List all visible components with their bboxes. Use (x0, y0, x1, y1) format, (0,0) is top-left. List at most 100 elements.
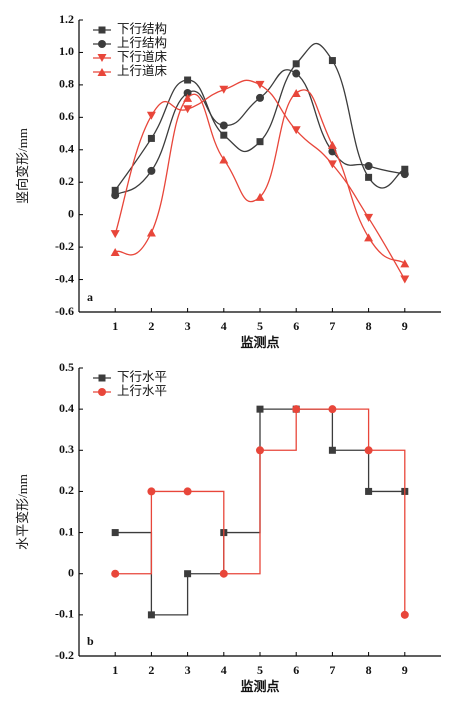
marker (400, 170, 409, 179)
y-axis-label: 水平变形/mm (15, 474, 30, 550)
x-tick-label: 2 (148, 319, 154, 333)
x-tick-label: 8 (366, 319, 372, 333)
marker (256, 138, 264, 146)
marker (110, 230, 120, 239)
marker (401, 165, 409, 173)
y-tick-label: 0.4 (59, 142, 74, 156)
marker (364, 233, 374, 242)
marker (146, 228, 156, 237)
marker (111, 569, 120, 578)
y-tick-label: 1.0 (59, 44, 74, 58)
marker (256, 446, 264, 455)
marker (184, 570, 192, 578)
y-tick-label: 0 (68, 206, 74, 220)
marker (364, 446, 373, 455)
marker (147, 487, 156, 496)
y-tick-label: 0 (68, 565, 74, 579)
marker (183, 487, 192, 496)
x-tick-label: 5 (257, 319, 263, 333)
legend-label: 上行水平 (117, 384, 167, 398)
marker (328, 57, 336, 65)
y-tick-label: 0.6 (59, 109, 74, 123)
legend-label: 下行道床 (117, 50, 168, 64)
marker (110, 247, 120, 256)
x-tick-label: 9 (402, 319, 408, 333)
marker (147, 166, 156, 175)
y-tick-label: 0.8 (59, 77, 74, 91)
marker (291, 126, 301, 135)
marker (255, 80, 265, 89)
marker (97, 68, 107, 76)
y-tick-label: -0.1 (55, 607, 74, 621)
marker (147, 611, 155, 619)
marker (219, 121, 228, 130)
marker (97, 54, 107, 62)
series-line (114, 42, 406, 191)
x-tick-label: 2 (148, 663, 154, 677)
legend-label: 下行结构 (117, 21, 167, 36)
x-tick-label: 3 (185, 319, 191, 333)
marker (292, 69, 301, 78)
marker (111, 191, 120, 200)
marker (111, 529, 119, 537)
x-tick-label: 1 (112, 663, 118, 677)
marker (365, 487, 373, 495)
x-axis-label: 监测点 (240, 679, 279, 694)
x-tick-label: 7 (329, 319, 335, 333)
y-tick-label: 0.2 (59, 174, 74, 188)
y-tick-label: -0.6 (55, 304, 74, 318)
marker (219, 569, 228, 578)
marker (364, 162, 373, 170)
marker (98, 26, 106, 34)
panel-label: a (87, 290, 93, 304)
x-tick-label: 3 (185, 663, 191, 677)
marker (292, 405, 301, 414)
x-tick-label: 4 (221, 663, 227, 677)
y-tick-label: -0.4 (55, 271, 74, 285)
marker (328, 446, 336, 454)
marker (400, 259, 410, 268)
x-tick-label: 4 (221, 319, 227, 333)
marker (292, 60, 300, 68)
marker (256, 405, 264, 413)
x-axis-label: 监测点 (240, 335, 279, 350)
marker (183, 89, 192, 97)
y-tick-label: -0.2 (55, 648, 74, 662)
marker (98, 388, 106, 396)
x-tick-label: 8 (366, 663, 372, 677)
marker (111, 186, 119, 194)
marker (98, 374, 106, 382)
legend-label: 下行水平 (117, 370, 167, 384)
marker (219, 85, 229, 94)
legend-label: 上行道床 (117, 64, 168, 78)
marker (328, 405, 337, 414)
x-tick-label: 5 (257, 663, 263, 677)
marker (98, 40, 106, 48)
x-tick-label: 7 (329, 663, 335, 677)
series-line (114, 89, 406, 264)
y-tick-label: 0.5 (59, 360, 74, 374)
marker (146, 111, 156, 120)
legend-label: 上行结构 (117, 35, 167, 50)
x-tick-label: 1 (112, 319, 118, 333)
marker (364, 213, 374, 222)
marker (183, 105, 193, 114)
y-tick-label: 0.4 (59, 401, 74, 415)
marker (255, 192, 265, 201)
marker (291, 89, 301, 97)
marker (365, 173, 373, 181)
series-line (114, 79, 406, 280)
panel-label: b (87, 634, 94, 648)
marker (184, 76, 192, 84)
y-tick-label: 0.1 (59, 524, 74, 538)
x-tick-label: 6 (293, 319, 299, 333)
marker (219, 155, 229, 164)
y-axis-label: 竖向变形/mm (15, 128, 30, 204)
marker (220, 131, 228, 139)
marker (400, 610, 409, 619)
y-tick-label: 0.3 (59, 442, 74, 456)
marker (327, 140, 337, 149)
y-tick-label: 0.2 (59, 483, 74, 497)
